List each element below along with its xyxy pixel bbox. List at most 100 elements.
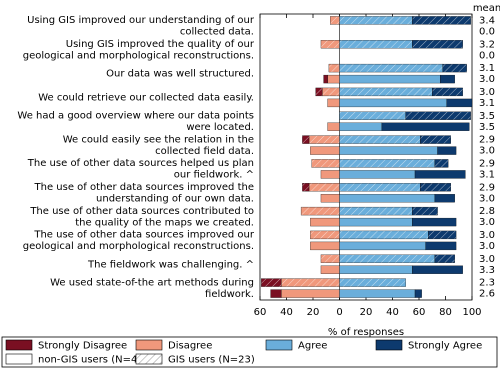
legend-swatch xyxy=(135,353,163,365)
x-tick-label: 20 xyxy=(307,307,320,318)
mean-title: mean xyxy=(473,3,500,14)
bar-segment xyxy=(322,87,340,97)
category-label: Using GIS improved the quality of our xyxy=(66,39,255,50)
category-label: the quality of the maps we created. xyxy=(75,217,254,228)
mean-label: 3.1 xyxy=(479,98,495,109)
mean-label: 2.6 xyxy=(479,289,495,300)
bar-segment xyxy=(315,87,323,97)
legend-label: Strongly Agree xyxy=(408,341,482,352)
bar-segment xyxy=(412,206,438,216)
bar-segment xyxy=(339,16,413,25)
bar-segment xyxy=(414,289,422,298)
bar-segment xyxy=(270,289,282,298)
legend-label: Strongly Disagree xyxy=(38,341,127,352)
bar-segment xyxy=(434,194,455,203)
bar-segment xyxy=(339,122,383,131)
bar-segment xyxy=(339,194,436,203)
category-label: The use of other data sources improved o… xyxy=(33,230,255,241)
bar-segment xyxy=(320,40,340,49)
bar-segment xyxy=(327,122,340,131)
bar-segment xyxy=(339,206,413,216)
bar-segment xyxy=(281,278,340,287)
bar-segment xyxy=(434,159,449,168)
bar-segment xyxy=(339,170,416,179)
legend-swatch xyxy=(5,353,33,365)
bar-segment xyxy=(308,135,340,144)
category-label: Using GIS improved our understanding of … xyxy=(27,15,255,26)
mean-label: 2.9 xyxy=(479,158,495,169)
bar-segment xyxy=(412,40,463,49)
mean-label: 3.0 xyxy=(479,230,495,241)
mean-label: 2.9 xyxy=(479,135,495,146)
mean-label: 0.0 xyxy=(479,26,495,37)
category-label: Our data was well structured. xyxy=(106,69,254,80)
bar-segment xyxy=(311,159,340,168)
x-tick-label: 40 xyxy=(386,307,399,318)
bar-segment xyxy=(310,241,340,251)
bar-segment xyxy=(320,194,340,203)
category-label: The use of other data sources contribute… xyxy=(29,206,254,217)
category-label: The use of other data sources helped us … xyxy=(27,158,254,169)
mean-label: 3.3 xyxy=(479,265,495,276)
bar-segment xyxy=(446,98,473,108)
bar-segment xyxy=(405,111,471,120)
bar-segment xyxy=(428,230,457,240)
bar-segment xyxy=(339,87,433,97)
mean-label: 3.1 xyxy=(479,169,495,180)
category-label: geological and morphological reconstruct… xyxy=(23,241,254,252)
bar-segment xyxy=(339,111,406,120)
bar-segment xyxy=(310,230,340,240)
x-axis-label: % of responses xyxy=(328,327,404,338)
mean-label: 2.8 xyxy=(479,206,495,217)
category-label: were located. xyxy=(186,122,254,133)
legend-swatch xyxy=(375,339,403,351)
legend-swatch xyxy=(135,339,163,351)
category-label: We had a good overview where our data po… xyxy=(17,111,254,122)
bar-segment xyxy=(442,63,467,73)
category-label: We could retrieve our collected data eas… xyxy=(38,92,254,103)
bar-segment xyxy=(320,170,340,179)
bar-segment xyxy=(339,241,426,251)
bar-segment xyxy=(320,265,340,274)
bar-segment xyxy=(302,135,310,144)
bar-segment xyxy=(339,183,421,192)
category-label: understanding of our own data. xyxy=(96,194,254,205)
bar-segment xyxy=(412,217,457,227)
bar-segment xyxy=(310,146,340,155)
category-label: fieldwork. xyxy=(205,289,254,300)
bar-segment xyxy=(420,135,451,144)
bar-segment xyxy=(300,206,340,216)
mean-label: 3.0 xyxy=(479,217,495,228)
bar-segment xyxy=(308,183,340,192)
bar-segment xyxy=(310,217,340,227)
bar-segment xyxy=(320,254,340,263)
legend-swatch xyxy=(265,339,293,351)
bar-segment xyxy=(339,40,413,49)
bar-segment xyxy=(339,74,441,84)
x-tick-label: 60 xyxy=(254,307,267,318)
bar-segment xyxy=(339,254,436,263)
bar-segment xyxy=(302,183,310,192)
bar-segment xyxy=(261,278,282,287)
legend-label: Disagree xyxy=(168,341,212,352)
bar-segment xyxy=(281,289,340,298)
bar-segment xyxy=(425,241,457,251)
bar-segment xyxy=(339,265,413,274)
category-label: collected data. xyxy=(180,27,254,38)
mean-label: 2.3 xyxy=(479,278,495,289)
x-tick-label: 60 xyxy=(413,307,426,318)
category-label: geological and morphological reconstruct… xyxy=(23,51,254,62)
x-tick-label: 20 xyxy=(360,307,373,318)
bar-segment xyxy=(414,170,466,179)
bar-segment xyxy=(412,265,463,274)
category-label: We could easily see the relation in the xyxy=(63,134,254,145)
bar-segment xyxy=(412,16,471,25)
bar-segment xyxy=(381,122,470,131)
category-label: We used state-of-the art methods during xyxy=(50,277,254,288)
category-label: The fieldwork was challenging. ^ xyxy=(87,259,254,270)
bar-segment xyxy=(432,87,463,97)
bar-segment xyxy=(339,278,406,287)
mean-label: 3.0 xyxy=(479,146,495,157)
mean-label: 3.4 xyxy=(479,15,495,26)
bar-segment xyxy=(327,74,340,84)
